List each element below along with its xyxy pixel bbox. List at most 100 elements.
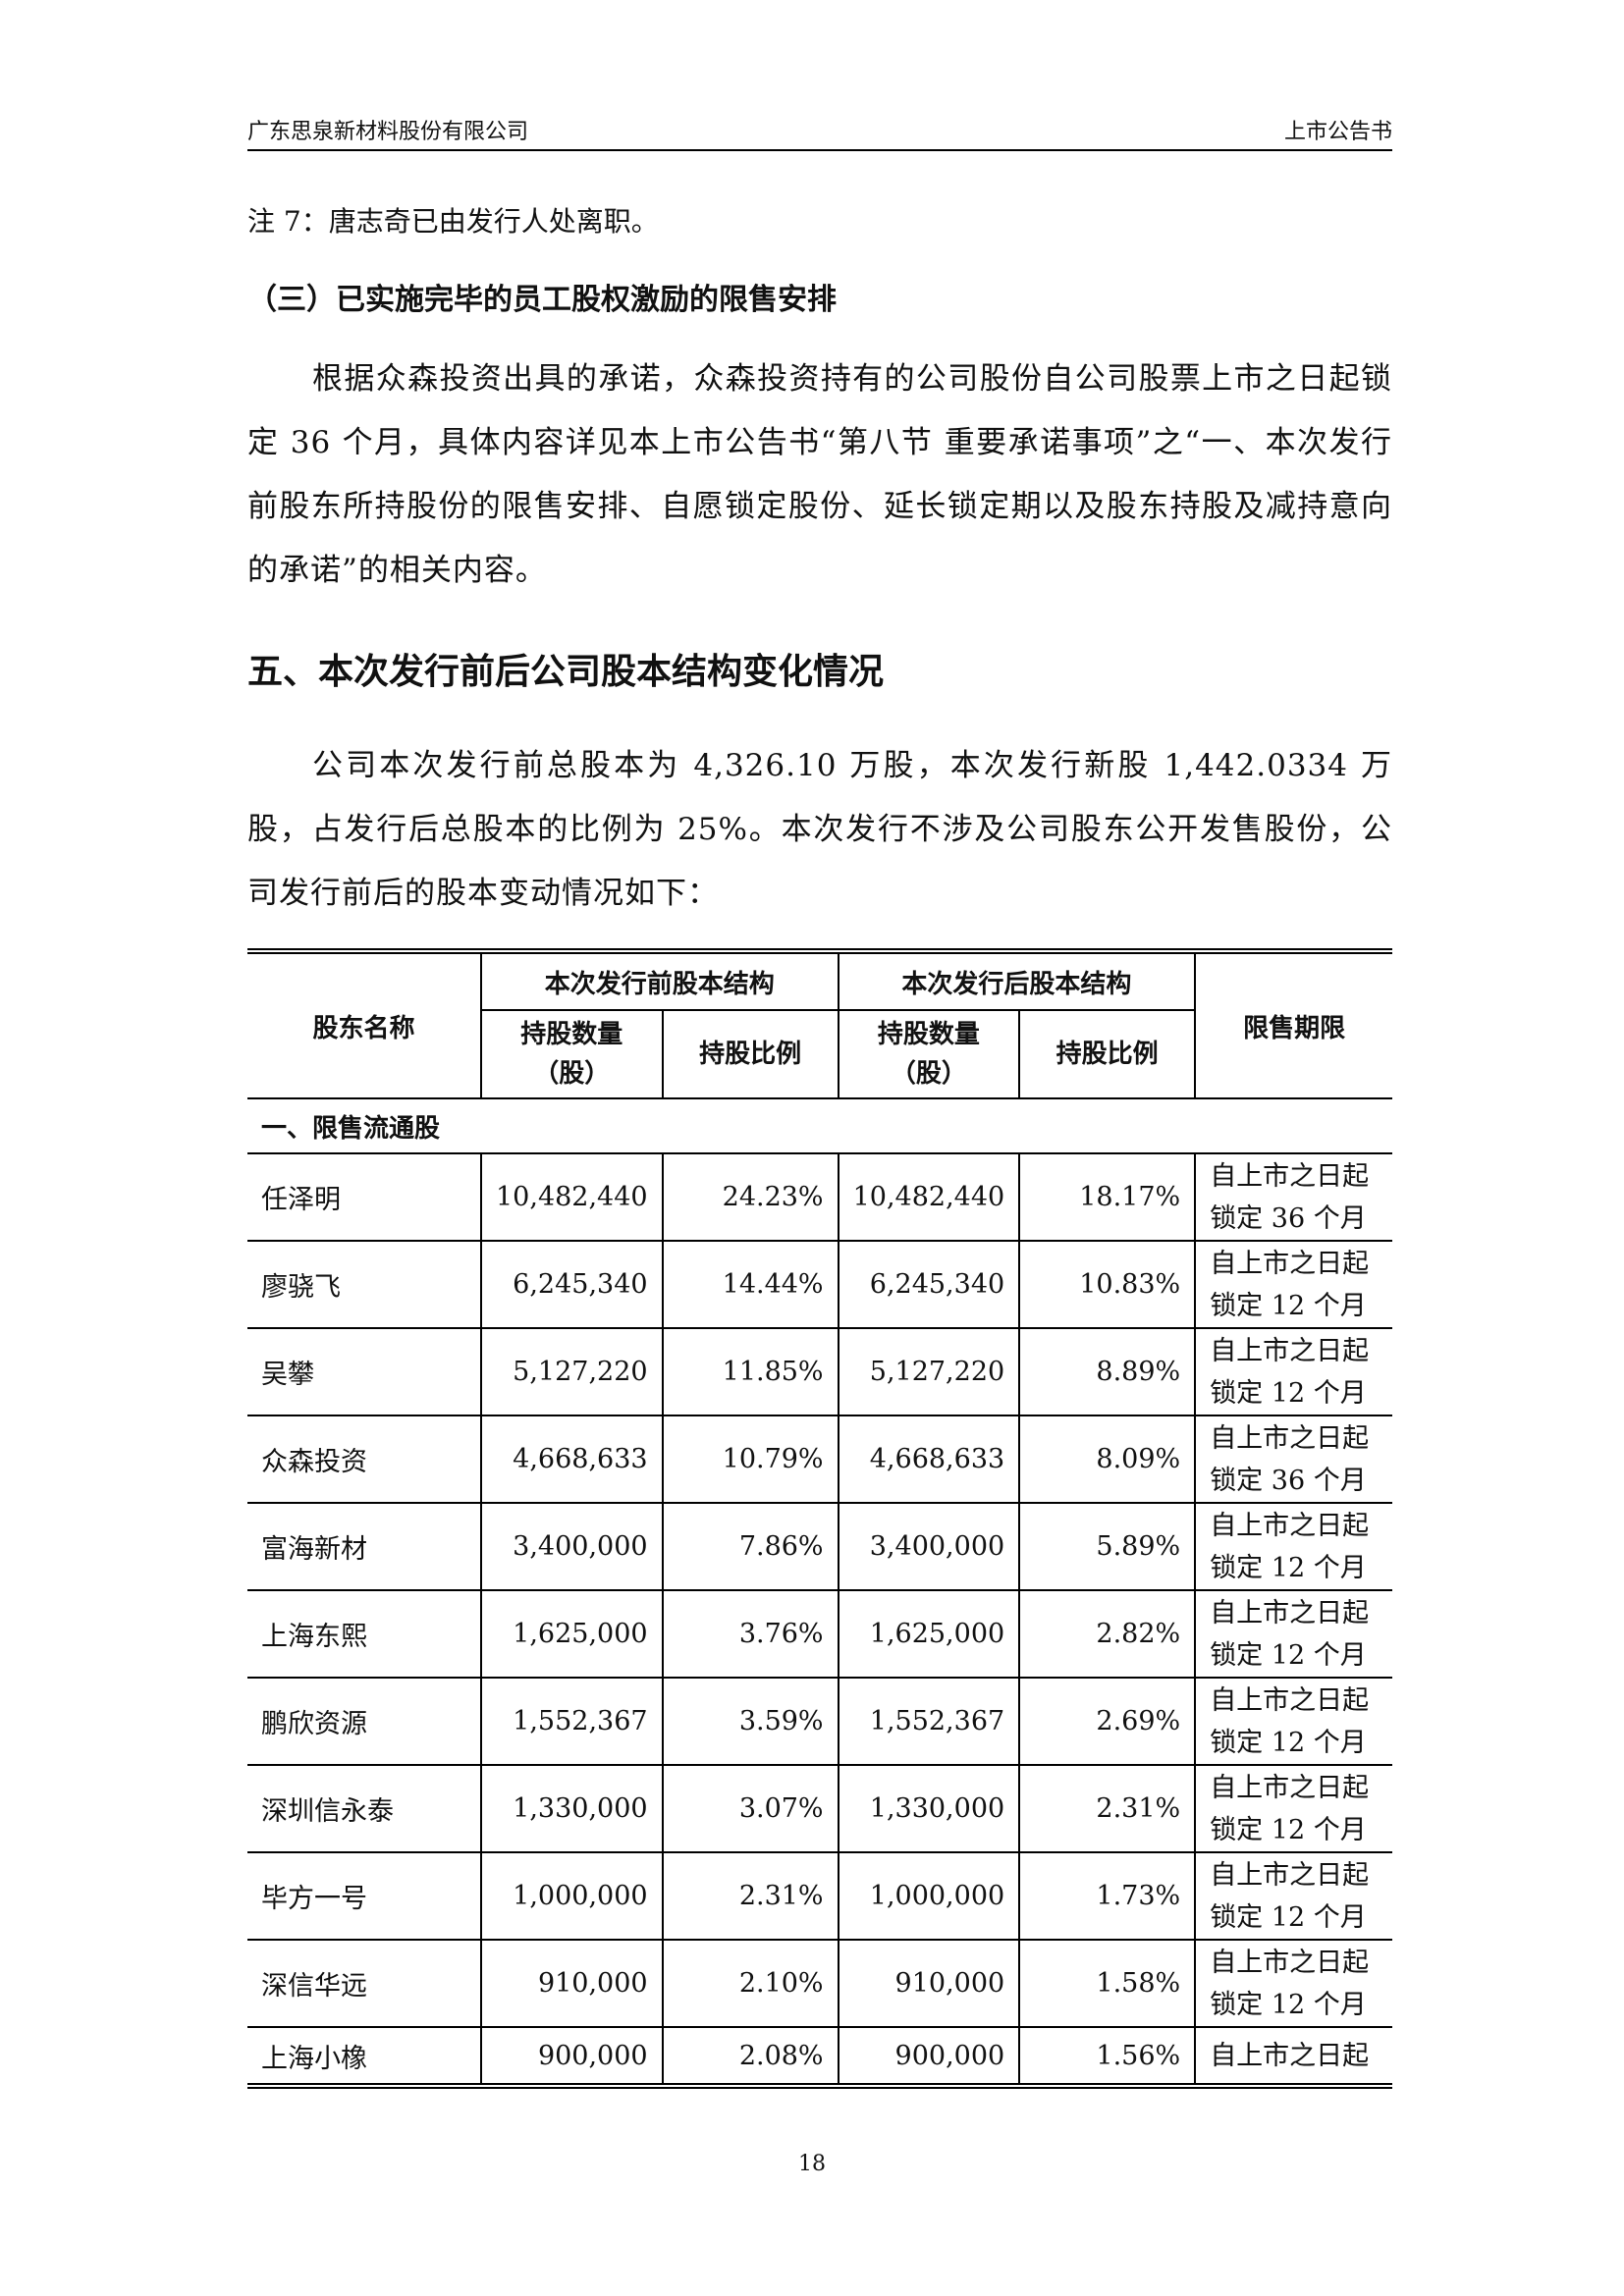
qty-before: 10,482,440 — [480, 1152, 664, 1242]
qty-before: 1,000,000 — [480, 1851, 664, 1941]
section-heading-5: 五、本次发行前后公司股本结构变化情况 — [247, 652, 885, 692]
ratio-before: 2.10% — [661, 1939, 839, 2028]
col-header-limit: 限售期限 — [1194, 950, 1392, 1099]
ratio-after: 18.17% — [1018, 1152, 1197, 1242]
shareholder-name: 廖骁飞 — [247, 1240, 482, 1329]
lock-period: 自上市之日起 锁定 12 个月 — [1194, 1939, 1392, 2028]
qty-after: 1,552,367 — [837, 1677, 1021, 1766]
qty-after: 1,625,000 — [837, 1589, 1021, 1679]
qty-after: 6,245,340 — [837, 1240, 1021, 1329]
ratio-after: 2.82% — [1018, 1589, 1197, 1679]
limit-line1: 自上市之日起 — [1210, 1859, 1370, 1891]
shareholder-name: 吴攀 — [247, 1327, 482, 1416]
ratio-before: 3.76% — [661, 1589, 839, 1679]
lock-period: 自上市之日起 锁定 12 个月 — [1194, 1502, 1392, 1591]
ratio-before: 14.44% — [661, 1240, 839, 1329]
qty-after: 5,127,220 — [837, 1327, 1021, 1416]
shareholder-name: 深圳信永泰 — [247, 1764, 482, 1853]
col-header-name: 股东名称 — [247, 950, 482, 1099]
lock-period: 自上市之日起 锁定 12 个月 — [1194, 1764, 1392, 1853]
qty-after: 1,330,000 — [837, 1764, 1021, 1853]
qty-before: 5,127,220 — [480, 1327, 664, 1416]
shareholder-name: 毕方一号 — [247, 1851, 482, 1941]
qty-after: 4,668,633 — [837, 1415, 1021, 1504]
ratio-after: 1.58% — [1018, 1939, 1197, 2028]
limit-line2: 锁定 12 个月 — [1210, 1727, 1367, 1758]
ratio-after: 8.09% — [1018, 1415, 1197, 1504]
paragraph-lockup: 根据众森投资出具的承诺，众森投资持有的公司股份自公司股票上市之日起锁定 36 个… — [247, 361, 1392, 588]
lock-period: 自上市之日起 锁定 12 个月 — [1194, 1677, 1392, 1766]
section-heading-3: （三）已实施完毕的员工股权激励的限售安排 — [247, 283, 837, 317]
ratio-before: 2.08% — [661, 2026, 839, 2087]
col-header-before: 本次发行前股本结构 — [480, 950, 839, 1011]
col-header-after: 本次发行后股本结构 — [837, 950, 1197, 1011]
qty-after: 3,400,000 — [837, 1502, 1021, 1591]
lock-period: 自上市之日起 锁定 36 个月 — [1194, 1152, 1392, 1242]
table-row: 任泽明 10,482,440 24.23% 10,482,440 18.17% … — [247, 1152, 1392, 1242]
limit-line1: 自上市之日起 — [1210, 1422, 1370, 1454]
lock-period: 自上市之日起 锁定 36 个月 — [1194, 1415, 1392, 1504]
limit-line1: 自上市之日起 — [1210, 1597, 1370, 1629]
qty-before: 1,330,000 — [480, 1764, 664, 1853]
ratio-after: 5.89% — [1018, 1502, 1197, 1591]
ratio-before: 24.23% — [661, 1152, 839, 1242]
lock-period: 自上市之日起 — [1194, 2026, 1392, 2087]
col-header-qty-after: 持股数量 （股） — [837, 1009, 1021, 1099]
ratio-after: 1.73% — [1018, 1851, 1197, 1941]
limit-line1: 自上市之日起 — [1210, 2040, 1370, 2071]
section-row: 一、限售流通股 — [247, 1097, 1392, 1154]
ratio-before: 3.07% — [661, 1764, 839, 1853]
table-row: 廖骁飞 6,245,340 14.44% 6,245,340 10.83% 自上… — [247, 1240, 1392, 1329]
qty-before: 4,668,633 — [480, 1415, 664, 1504]
limit-line1: 自上市之日起 — [1210, 1510, 1370, 1541]
lock-period: 自上市之日起 锁定 12 个月 — [1194, 1327, 1392, 1416]
limit-line2: 锁定 12 个月 — [1210, 1290, 1367, 1321]
qty-label: 持股数量 — [520, 1020, 623, 1049]
ratio-after: 1.56% — [1018, 2026, 1197, 2087]
table-row: 富海新材 3,400,000 7.86% 3,400,000 5.89% 自上市… — [247, 1502, 1392, 1591]
limit-line1: 自上市之日起 — [1210, 1160, 1370, 1192]
lock-period: 自上市之日起 锁定 12 个月 — [1194, 1589, 1392, 1679]
qty-before: 900,000 — [480, 2026, 664, 2087]
ratio-before: 10.79% — [661, 1415, 839, 1504]
ratio-before: 7.86% — [661, 1502, 839, 1591]
qty-before: 3,400,000 — [480, 1502, 664, 1591]
limit-line2: 锁定 12 个月 — [1210, 1377, 1367, 1409]
qty-after: 1,000,000 — [837, 1851, 1021, 1941]
lock-period: 自上市之日起 锁定 12 个月 — [1194, 1240, 1392, 1329]
shareholder-name: 富海新材 — [247, 1502, 482, 1591]
qty-after: 900,000 — [837, 2026, 1021, 2087]
page-number: 18 — [798, 2152, 826, 2176]
limit-line2: 锁定 12 个月 — [1210, 1639, 1367, 1671]
ratio-after: 2.31% — [1018, 1764, 1197, 1853]
page-header: 广东思泉新材料股份有限公司 上市公告书 — [247, 116, 1392, 151]
col-header-ratio-after: 持股比例 — [1018, 1009, 1196, 1099]
ratio-before: 11.85% — [661, 1327, 839, 1416]
limit-line1: 自上市之日起 — [1210, 1248, 1370, 1279]
limit-line1: 自上市之日起 — [1210, 1335, 1370, 1366]
qty-after: 910,000 — [837, 1939, 1021, 2028]
qty-label: 持股数量 — [877, 1020, 980, 1049]
limit-line2: 锁定 12 个月 — [1210, 1989, 1367, 2020]
limit-line2: 锁定 36 个月 — [1210, 1465, 1367, 1496]
footnote: 注 7：唐志奇已由发行人处离职。 — [247, 205, 659, 238]
qty-before: 6,245,340 — [480, 1240, 664, 1329]
col-header-qty-before: 持股数量 （股） — [481, 1009, 664, 1099]
shareholder-name: 上海东熙 — [247, 1589, 482, 1679]
limit-line1: 自上市之日起 — [1210, 1772, 1370, 1803]
table-row: 深圳信永泰 1,330,000 3.07% 1,330,000 2.31% 自上… — [247, 1764, 1392, 1853]
table-row: 众森投资 4,668,633 10.79% 4,668,633 8.09% 自上… — [247, 1415, 1392, 1504]
unit-label: （股） — [533, 1059, 611, 1089]
table-row: 吴攀 5,127,220 11.85% 5,127,220 8.89% 自上市之… — [247, 1327, 1392, 1416]
ratio-before: 2.31% — [661, 1851, 839, 1941]
shareholder-name: 鹏欣资源 — [247, 1677, 482, 1766]
unit-label: （股） — [890, 1059, 967, 1089]
shareholder-name: 众森投资 — [247, 1415, 482, 1504]
table-row: 上海小橡 900,000 2.08% 900,000 1.56% 自上市之日起 — [247, 2026, 1392, 2087]
limit-line1: 自上市之日起 — [1210, 1684, 1370, 1716]
ratio-after: 8.89% — [1018, 1327, 1197, 1416]
col-header-ratio-before: 持股比例 — [661, 1009, 839, 1099]
qty-before: 1,625,000 — [480, 1589, 664, 1679]
ratio-before: 3.59% — [661, 1677, 839, 1766]
